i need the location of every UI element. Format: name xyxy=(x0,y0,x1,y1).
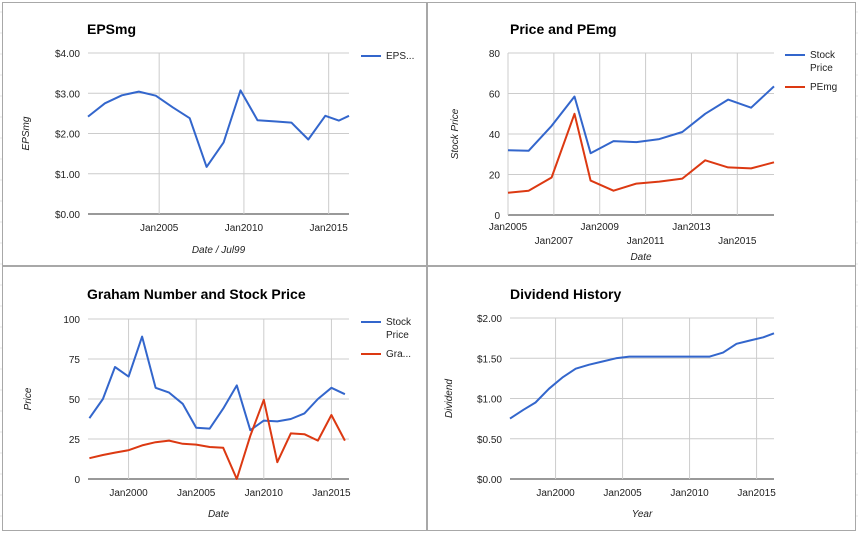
x-tick-label: Jan2010 xyxy=(225,223,264,234)
y-tick-label: $0.50 xyxy=(477,435,502,446)
y-tick-label: 25 xyxy=(69,435,81,446)
y-tick-label: $4.00 xyxy=(55,49,80,60)
y-tick-label: $2.00 xyxy=(55,130,80,141)
x-tick-label: Jan2000 xyxy=(109,488,148,499)
y-tick-label: 75 xyxy=(69,355,81,366)
series-line xyxy=(88,335,346,432)
x-axis-title: Year xyxy=(632,509,653,520)
y-tick-label: $2.00 xyxy=(477,314,502,325)
series-line xyxy=(507,112,775,194)
y-tick-label: $3.00 xyxy=(55,89,80,100)
y-tick-label: $1.50 xyxy=(477,354,502,365)
y-tick-label: $0.00 xyxy=(477,475,502,486)
x-tick-label: Jan2015 xyxy=(312,488,351,499)
x-tick-label: Jan2015 xyxy=(309,223,348,234)
y-axis-title: Dividend xyxy=(444,379,455,418)
chart-price-pemg: Price and PEmg 0 20 40 60 80 Jan2005 Jan2007 Jan… xyxy=(450,21,837,263)
x-tick-label: Jan2005 xyxy=(603,488,642,499)
chart-panel-price-pemg: Price and PEmg 0 20 40 60 80 Jan2005 Jan2007 Jan… xyxy=(427,2,856,266)
y-tick-label: 20 xyxy=(489,171,501,182)
x-tick-label: Jan2005 xyxy=(140,223,179,234)
y-tick-label: 0 xyxy=(494,211,500,222)
y-tick-label: 50 xyxy=(69,395,81,406)
chart-title: Graham Number and Stock Price xyxy=(87,286,306,302)
chart-panel-dividend-history: Dividend History $0.00 $0.50 $1.00 $1.50 $2.0… xyxy=(427,266,856,531)
x-tick-label: Jan2009 xyxy=(581,222,620,233)
legend-label: Stock xyxy=(810,50,836,61)
y-tick-label: $1.00 xyxy=(55,170,80,181)
y-tick-label: 60 xyxy=(489,90,501,101)
y-tick-label: 40 xyxy=(489,130,501,141)
x-tick-label: Jan2013 xyxy=(672,222,711,233)
x-axis-title: Date / Jul99 xyxy=(192,245,246,256)
chart-title: Dividend History xyxy=(510,286,621,302)
y-tick-label: 80 xyxy=(489,49,501,60)
x-axis-title: Date xyxy=(208,509,230,520)
x-axis-title: Date xyxy=(630,252,652,263)
y-axis-title: Stock Price xyxy=(450,108,461,159)
x-tick-label: Jan2005 xyxy=(489,222,528,233)
series-line xyxy=(507,85,775,155)
series-line xyxy=(89,398,346,480)
y-axis-title: Price xyxy=(23,387,34,410)
chart-dividend-history: Dividend History $0.00 $0.50 $1.00 $1.50 $2.0… xyxy=(444,286,776,520)
x-tick-label: Jan2011 xyxy=(627,236,665,247)
legend-label: Price xyxy=(386,330,409,341)
legend-label: EPS... xyxy=(386,51,414,62)
y-tick-label: $1.00 xyxy=(477,395,502,406)
series-line xyxy=(87,89,350,168)
y-axis-title: EPSmg xyxy=(21,116,32,150)
x-tick-label: Jan2000 xyxy=(536,488,575,499)
legend-label: Gra... xyxy=(386,349,411,360)
chart-title: EPSmg xyxy=(87,21,136,37)
chart-epsmg: EPSmg $0.00 $1.00 $2.00 $3.00 $4.00 Jan2005 Jan… xyxy=(21,21,414,256)
legend-label: Stock xyxy=(386,317,412,328)
x-tick-label: Jan2010 xyxy=(245,488,284,499)
x-tick-label: Jan2015 xyxy=(718,236,757,247)
chart-graham-number: Graham Number and Stock Price 0 25 50 75 100 J… xyxy=(23,286,412,520)
chart-title: Price and PEmg xyxy=(510,21,617,37)
x-tick-label: Jan2015 xyxy=(737,488,776,499)
y-tick-label: 100 xyxy=(63,315,80,326)
legend-label: PEmg xyxy=(810,82,837,93)
x-tick-label: Jan2007 xyxy=(535,236,574,247)
chart-panel-graham-number: Graham Number and Stock Price 0 25 50 75 100 J… xyxy=(2,266,427,531)
series-line xyxy=(509,332,775,420)
y-tick-label: $0.00 xyxy=(55,210,80,221)
x-tick-label: Jan2005 xyxy=(177,488,216,499)
y-tick-label: 0 xyxy=(74,475,80,486)
chart-panel-epsmg: EPSmg $0.00 $1.00 $2.00 $3.00 $4.00 Jan2005 Jan… xyxy=(2,2,427,266)
legend-label: Price xyxy=(810,63,833,74)
x-tick-label: Jan2010 xyxy=(670,488,709,499)
